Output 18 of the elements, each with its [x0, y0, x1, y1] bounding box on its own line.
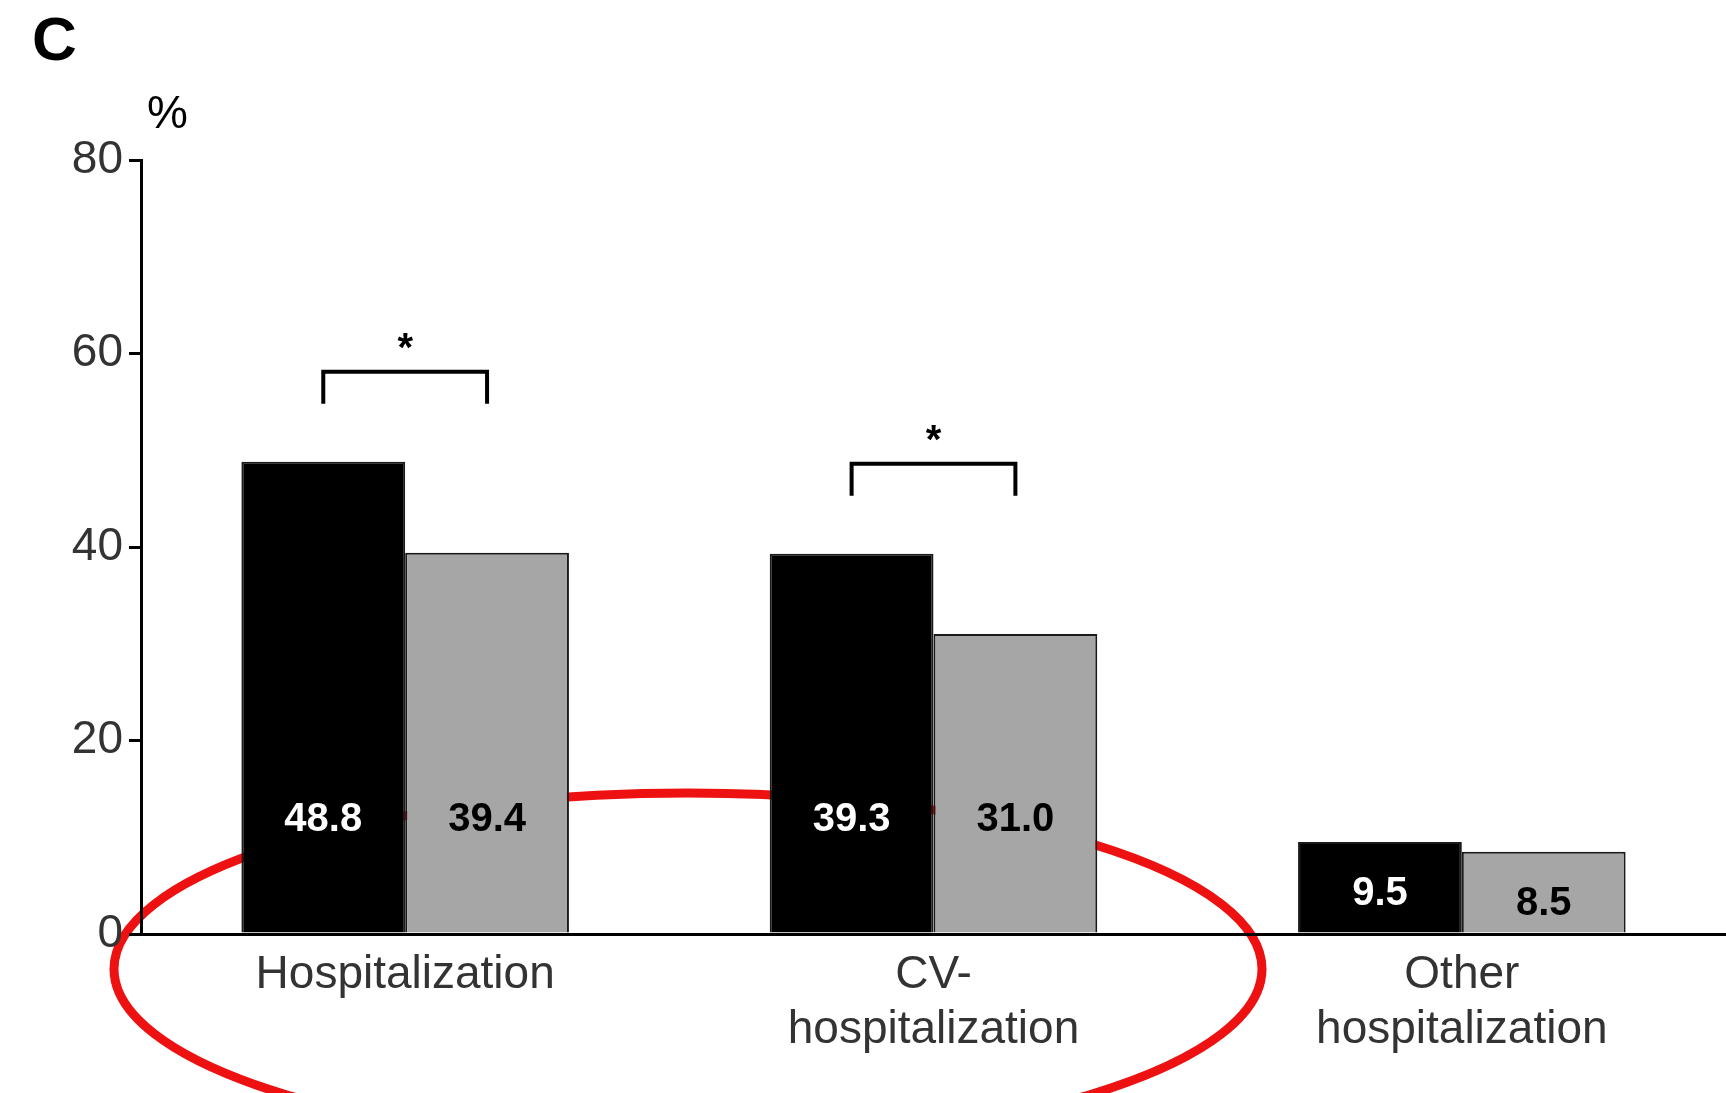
data-label: 8.5	[1515, 878, 1572, 923]
data-label: 9.5	[1352, 869, 1408, 914]
y-tick-label: 20	[71, 711, 123, 764]
chart-title: C	[32, 4, 77, 74]
data-label: 48.8	[284, 795, 363, 840]
data-label: 39.4	[448, 795, 527, 840]
data-label: 39.3	[812, 795, 891, 840]
x-tick-label: CV-hospitalization	[787, 946, 1080, 1054]
y-tick-label: 80	[71, 130, 123, 183]
data-label: 31.0	[976, 795, 1055, 840]
y-tick-label: 60	[71, 324, 123, 377]
x-tick-label: Hospitalization	[255, 946, 555, 999]
x-tick-label: Other hospitalization	[1316, 946, 1608, 1054]
y-tick-label: 0	[97, 904, 123, 957]
y-axis-title: %	[147, 85, 188, 138]
y-tick-label: 40	[71, 517, 123, 570]
annotation: *	[925, 416, 942, 461]
annotation: *	[397, 324, 414, 369]
